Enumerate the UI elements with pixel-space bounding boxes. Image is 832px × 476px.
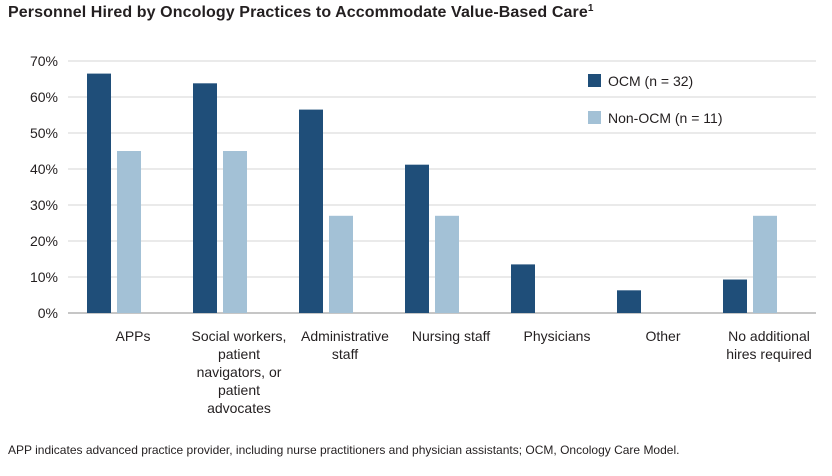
x-category-label-line: APPs	[115, 328, 150, 344]
chart-title-text: Personnel Hired by Oncology Practices to…	[8, 4, 588, 21]
x-axis-labels: APPs Social workers, patient navigators, or…	[115, 328, 811, 416]
x-category-label-line: staff	[332, 346, 358, 362]
x-category-label-line: Other	[645, 328, 680, 344]
legend-label: OCM (n = 32)	[608, 73, 693, 89]
x-category-label-line: Administrative	[301, 328, 389, 344]
x-category-label-line: No additional	[728, 328, 810, 344]
x-category-label-line: patient	[218, 346, 260, 362]
x-category-label: Administrative staff	[301, 328, 389, 362]
legend: OCM (n = 32) Non-OCM (n = 11)	[588, 73, 723, 126]
bar-ocm	[299, 109, 323, 313]
legend-swatch	[588, 74, 601, 87]
bar-ocm	[511, 264, 535, 313]
bar-ocm	[723, 279, 747, 313]
bars	[87, 73, 777, 313]
bar-ocm	[87, 73, 111, 313]
bar-non-ocm	[435, 215, 459, 313]
y-tick-label: 70%	[30, 53, 58, 69]
x-category-label: APPs	[115, 328, 150, 344]
bar-non-ocm	[223, 151, 247, 313]
x-category-label-line: advocates	[207, 400, 271, 416]
legend-label: Non-OCM (n = 11)	[608, 110, 723, 126]
legend-swatch	[588, 111, 601, 124]
y-tick-label: 40%	[30, 161, 58, 177]
y-tick-label: 10%	[30, 269, 58, 285]
x-category-label: Physicians	[524, 328, 591, 344]
bar-ocm	[617, 290, 641, 313]
y-tick-label: 60%	[30, 89, 58, 105]
y-tick-label: 0%	[38, 305, 58, 321]
y-tick-label: 50%	[30, 125, 58, 141]
footnote: APP indicates advanced practice provider…	[8, 443, 680, 457]
x-category-label-line: Nursing staff	[412, 328, 490, 344]
x-category-label-line: Physicians	[524, 328, 591, 344]
y-axis-ticks: 0% 10% 20% 30% 40% 50% 60% 70%	[30, 53, 58, 321]
x-category-label-line: navigators, or	[197, 364, 282, 380]
bar-non-ocm	[117, 151, 141, 313]
bar-non-ocm	[329, 215, 353, 313]
x-category-label-line: Social workers,	[192, 328, 287, 344]
x-category-label: Social workers, patient navigators, or pati…	[192, 328, 287, 416]
y-tick-label: 20%	[30, 233, 58, 249]
title-superscript: 1	[587, 3, 594, 14]
bar-chart: 0% 10% 20% 30% 40% 50% 60% 70% APPs Social worke…	[30, 53, 816, 416]
x-category-label: No additional hires required	[726, 328, 812, 362]
x-category-label: Nursing staff	[412, 328, 490, 344]
bar-ocm	[193, 83, 217, 313]
chart-title: Personnel Hired by Oncology Practices to…	[8, 3, 594, 22]
bar-ocm	[405, 164, 429, 313]
x-category-label-line: patient	[218, 382, 260, 398]
x-category-label: Other	[645, 328, 680, 344]
x-category-label-line: hires required	[726, 346, 812, 362]
y-tick-label: 30%	[30, 197, 58, 213]
bar-non-ocm	[753, 215, 777, 313]
